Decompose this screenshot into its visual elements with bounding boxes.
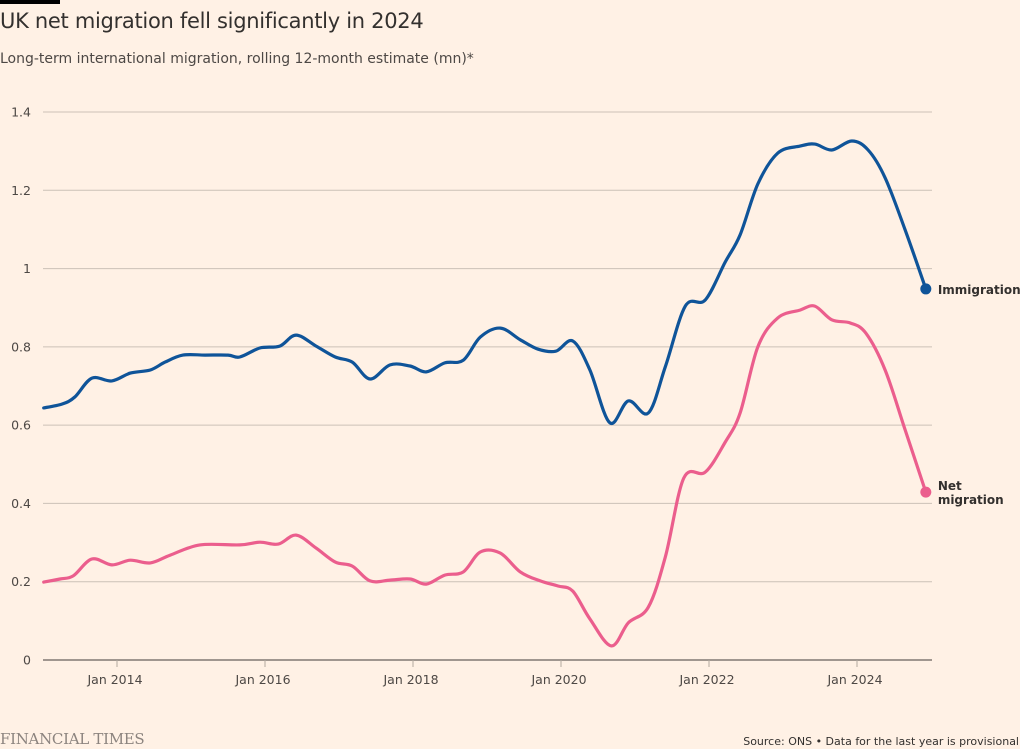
- x-tick-label: Jan 2020: [530, 672, 586, 687]
- x-tick-label: Jan 2014: [86, 672, 142, 687]
- net-migration-label: Net: [938, 479, 962, 493]
- y-tick-label: 0: [23, 653, 31, 668]
- y-tick-label: 0.6: [11, 418, 31, 433]
- y-tick-label: 0.8: [11, 339, 31, 354]
- immigration-line: [42, 139, 928, 425]
- source-note: Source: ONS • Data for the last year is …: [743, 735, 1019, 748]
- x-tick-label: Jan 2022: [678, 672, 734, 687]
- net-migration-label: migration: [938, 493, 1004, 507]
- y-tick-label: 0.4: [11, 496, 31, 511]
- series-lines: [42, 139, 932, 648]
- brand-top-bar: [0, 0, 60, 4]
- immigration-label: Immigration: [938, 283, 1020, 297]
- x-tick-label: Jan 2016: [234, 672, 290, 687]
- y-axis-ticks: 0 0.2 0.4 0.6 0.8 1 1.2 1.4: [11, 105, 31, 668]
- x-tick-label: Jan 2018: [382, 672, 438, 687]
- chart-title: UK net migration fell significantly in 2…: [0, 9, 424, 33]
- immigration-end-marker: [920, 283, 932, 295]
- y-tick-label: 1.4: [11, 105, 31, 120]
- y-tick-label: 1: [23, 261, 31, 276]
- gridlines: [43, 111, 932, 583]
- x-tick-label: Jan 2024: [826, 672, 882, 687]
- x-axis: Jan 2014 Jan 2016 Jan 2018 Jan 2020 Jan 2022…: [43, 659, 932, 687]
- ft-logo: FINANCIAL TIMES: [0, 730, 145, 748]
- y-tick-label: 0.2: [11, 574, 31, 589]
- net-migration-end-marker: [920, 486, 932, 498]
- chart-subtitle: Long-term international migration, rolli…: [0, 51, 474, 67]
- net-migration-line: [42, 304, 928, 648]
- y-tick-label: 1.2: [11, 183, 31, 198]
